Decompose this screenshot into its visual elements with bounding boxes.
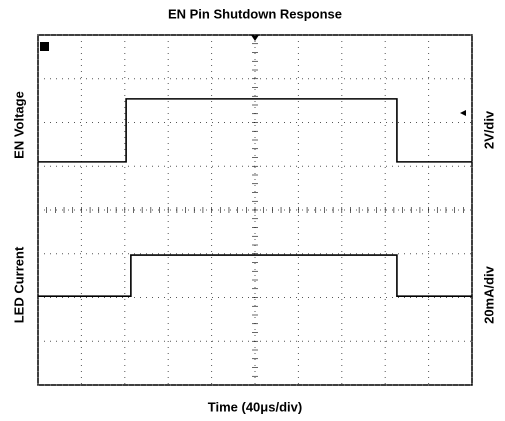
y-axis-label: EN Voltage: [11, 91, 26, 159]
level-marker: [460, 110, 466, 116]
trace: [38, 254, 472, 297]
chart-title: EN Pin Shutdown Response: [168, 6, 342, 21]
y-axis-label: LED Current: [11, 246, 26, 323]
scale-label: 20mA/div: [481, 265, 496, 324]
trigger-marker: [251, 35, 259, 41]
trigger-icon: [40, 42, 49, 51]
x-axis-label: Time (40μs/div): [208, 399, 302, 414]
trace: [38, 98, 472, 163]
scale-label: 2V/div: [481, 110, 496, 149]
